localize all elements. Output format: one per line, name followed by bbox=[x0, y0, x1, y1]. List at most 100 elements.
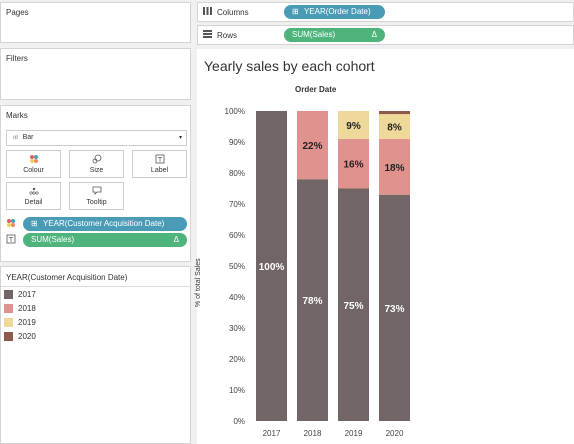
data-label: 9% bbox=[346, 121, 361, 132]
legend-swatch bbox=[4, 290, 13, 299]
tooltip-button[interactable]: Tooltip bbox=[69, 182, 124, 210]
tooltip-button-label: Tooltip bbox=[86, 199, 107, 206]
label-icon: T bbox=[6, 234, 18, 246]
colour-button[interactable]: Colour bbox=[6, 150, 61, 178]
label-button[interactable]: T Label bbox=[132, 150, 187, 178]
bar-chart-icon: ııl bbox=[13, 135, 18, 141]
sum-sales-rows-pill-label: SUM(Sales) bbox=[292, 30, 336, 39]
order-date-year-pill-label: YEAR(Order Date) bbox=[303, 7, 371, 16]
sheet-title: Yearly sales by each cohort bbox=[204, 58, 375, 74]
y-tick-label: 40% bbox=[229, 293, 245, 302]
bar-segment[interactable] bbox=[379, 114, 410, 139]
data-label: 8% bbox=[387, 123, 402, 134]
y-tick-label: 100% bbox=[225, 107, 245, 116]
colour-dots-icon bbox=[7, 154, 60, 164]
bar-segment[interactable] bbox=[297, 111, 328, 180]
bar-segment[interactable] bbox=[256, 111, 287, 421]
legend-item-label: 2020 bbox=[18, 332, 36, 341]
data-label: 78% bbox=[302, 296, 322, 307]
y-tick-label: 0% bbox=[233, 417, 245, 426]
x-tick-label: 2018 bbox=[304, 429, 322, 438]
data-label: 22% bbox=[302, 141, 322, 152]
bar-segment[interactable] bbox=[338, 111, 369, 139]
rows-shelf-label: Rows bbox=[203, 30, 237, 40]
data-label: 100% bbox=[259, 262, 285, 273]
tooltip-icon bbox=[70, 186, 123, 196]
sum-sales-marks-pill[interactable]: SUM(Sales) Δ bbox=[23, 233, 187, 247]
sum-sales-rows-pill[interactable]: SUM(Sales) Δ bbox=[284, 28, 385, 42]
bar-segment[interactable] bbox=[379, 194, 410, 421]
y-tick-label: 50% bbox=[229, 262, 245, 271]
pages-card[interactable]: Pages bbox=[0, 2, 191, 43]
order-date-year-pill[interactable]: ⊞ YEAR(Order Date) bbox=[284, 5, 385, 19]
detail-icon bbox=[7, 186, 60, 196]
columns-shelf-label: Columns bbox=[203, 7, 249, 17]
y-tick-label: 60% bbox=[229, 231, 245, 240]
y-tick-label: 20% bbox=[229, 355, 245, 364]
y-tick-label: 90% bbox=[229, 138, 245, 147]
colour-dots-icon bbox=[6, 218, 18, 230]
filters-title: Filters bbox=[6, 54, 28, 63]
colour-legend-card: YEAR(Customer Acquisition Date) 2017 201… bbox=[0, 266, 191, 444]
worksheet-view[interactable]: Yearly sales by each cohort Order Date %… bbox=[195, 49, 574, 444]
table-calc-icon: Δ bbox=[173, 235, 179, 244]
marks-field-label: T SUM(Sales) Δ bbox=[6, 233, 187, 247]
mark-type-dropdown[interactable]: ııl Bar ▾ bbox=[6, 130, 187, 146]
x-tick-label: 2020 bbox=[386, 429, 404, 438]
legend-item-2017[interactable]: 2017 bbox=[4, 290, 36, 299]
detail-button-label: Detail bbox=[24, 199, 43, 206]
marks-field-colour: ⊞ YEAR(Customer Acquisition Date) bbox=[6, 217, 187, 231]
legend-item-label: 2019 bbox=[18, 318, 36, 327]
filters-card[interactable]: Filters bbox=[0, 48, 191, 100]
mark-type-value: Bar bbox=[22, 134, 34, 141]
pages-title: Pages bbox=[6, 8, 29, 17]
legend-item-label: 2018 bbox=[18, 304, 36, 313]
legend-item-2019[interactable]: 2019 bbox=[4, 318, 36, 327]
label-button-label: Label bbox=[150, 167, 169, 174]
acquisition-year-pill[interactable]: ⊞ YEAR(Customer Acquisition Date) bbox=[23, 217, 187, 231]
rows-icon bbox=[203, 30, 212, 40]
columns-label: Columns bbox=[217, 7, 249, 17]
size-icon bbox=[70, 154, 123, 164]
bar-segment[interactable] bbox=[379, 138, 410, 195]
y-tick-label: 80% bbox=[229, 169, 245, 178]
legend-item-label: 2017 bbox=[18, 290, 36, 299]
bar-segment[interactable] bbox=[379, 111, 410, 115]
y-tick-label: 70% bbox=[229, 200, 245, 209]
columns-shelf[interactable]: Columns ⊞ YEAR(Order Date) bbox=[197, 2, 574, 22]
size-button-label: Size bbox=[89, 167, 104, 174]
colour-button-label: Colour bbox=[23, 167, 44, 174]
data-label: 16% bbox=[343, 160, 363, 171]
y-tick-label: 30% bbox=[229, 324, 245, 333]
svg-text:T: T bbox=[9, 237, 14, 244]
label-icon: T bbox=[133, 154, 186, 164]
detail-button[interactable]: Detail bbox=[6, 182, 61, 210]
rows-shelf[interactable]: Rows SUM(Sales) Δ bbox=[197, 25, 574, 45]
chevron-down-icon: ▾ bbox=[178, 135, 182, 141]
bar-segment[interactable] bbox=[338, 188, 369, 422]
data-label: 18% bbox=[384, 163, 404, 174]
sum-sales-marks-pill-label: SUM(Sales) bbox=[31, 235, 75, 244]
calendar-icon: ⊞ bbox=[31, 219, 38, 228]
legend-divider bbox=[1, 286, 190, 287]
legend-item-2018[interactable]: 2018 bbox=[4, 304, 36, 313]
x-tick-label: 2019 bbox=[345, 429, 363, 438]
acquisition-year-pill-label: YEAR(Customer Acquisition Date) bbox=[42, 219, 165, 228]
marks-title: Marks bbox=[6, 111, 28, 120]
size-button[interactable]: Size bbox=[69, 150, 124, 178]
data-label: 73% bbox=[384, 304, 404, 315]
data-label: 75% bbox=[343, 301, 363, 312]
svg-text:T: T bbox=[157, 157, 162, 164]
legend-item-2020[interactable]: 2020 bbox=[4, 332, 36, 341]
bar-segment[interactable] bbox=[297, 179, 328, 421]
marks-card: Marks ııl Bar ▾ Colour Size T Label Deta… bbox=[0, 105, 191, 262]
column-header-order-date: Order Date bbox=[295, 85, 337, 94]
bar-segment[interactable] bbox=[338, 138, 369, 189]
legend-swatch bbox=[4, 304, 13, 313]
x-tick-label: 2017 bbox=[263, 429, 281, 438]
legend-swatch bbox=[4, 332, 13, 341]
y-tick-label: 10% bbox=[229, 386, 245, 395]
rows-label: Rows bbox=[217, 30, 238, 40]
stacked-bar-chart: 0% 10% 20% 30% 40% 50% 60% 70% 80% 90% 100% 2017 201… bbox=[225, 107, 410, 438]
columns-icon bbox=[203, 7, 212, 17]
